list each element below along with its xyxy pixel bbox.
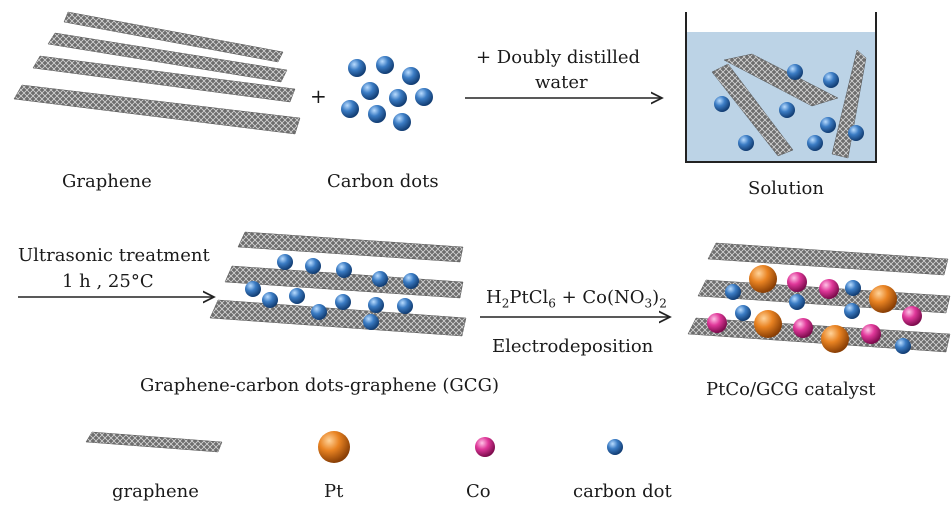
legend-carbon-dot-label: carbon dot bbox=[573, 481, 672, 502]
label-electrodeposition: Electrodeposition bbox=[492, 336, 654, 357]
label-step1-line1: + Doubly distilled bbox=[476, 47, 641, 68]
label-catalyst: PtCo/GCG catalyst bbox=[706, 379, 876, 400]
reagent-c-sub: 3 bbox=[644, 296, 653, 311]
legend-carbon-dot-icon bbox=[607, 439, 623, 455]
legend-graphene-icon bbox=[85, 431, 223, 453]
label-step1-line2: water bbox=[535, 72, 588, 93]
label-plus: + bbox=[310, 84, 327, 108]
reagent-d-sub: 2 bbox=[659, 296, 667, 311]
reagent-b: PtCl bbox=[509, 287, 549, 308]
label-step2-line2: 1 h , 25°C bbox=[62, 271, 154, 292]
label-graphene: Graphene bbox=[62, 171, 152, 192]
beaker bbox=[685, 12, 877, 163]
gcg-stack bbox=[209, 231, 467, 337]
reagent-a: H bbox=[486, 287, 502, 308]
label-solution: Solution bbox=[748, 178, 824, 199]
label-gcg: Graphene-carbon dots-graphene (GCG) bbox=[140, 375, 499, 396]
legend-co-label: Co bbox=[466, 481, 491, 502]
label-reagent: H2PtCl6 + Co(NO3)2 bbox=[486, 287, 667, 311]
carbon-dots-cluster bbox=[341, 56, 433, 131]
reagent-b-sub: 6 bbox=[548, 296, 556, 311]
ptco-gcg-stack bbox=[687, 242, 951, 354]
legend-co-icon bbox=[475, 437, 495, 457]
reagent-c: + Co(NO bbox=[555, 287, 645, 308]
reagent-d: ) bbox=[652, 287, 660, 308]
label-step2-line1: Ultrasonic treatment bbox=[18, 245, 210, 266]
graphene-stack bbox=[13, 11, 301, 135]
legend-pt-label: Pt bbox=[324, 481, 344, 502]
reagent-a-sub: 2 bbox=[501, 296, 510, 311]
legend-graphene-label: graphene bbox=[112, 481, 199, 502]
label-carbon-dots: Carbon dots bbox=[327, 171, 439, 192]
legend-pt-icon bbox=[318, 431, 350, 463]
